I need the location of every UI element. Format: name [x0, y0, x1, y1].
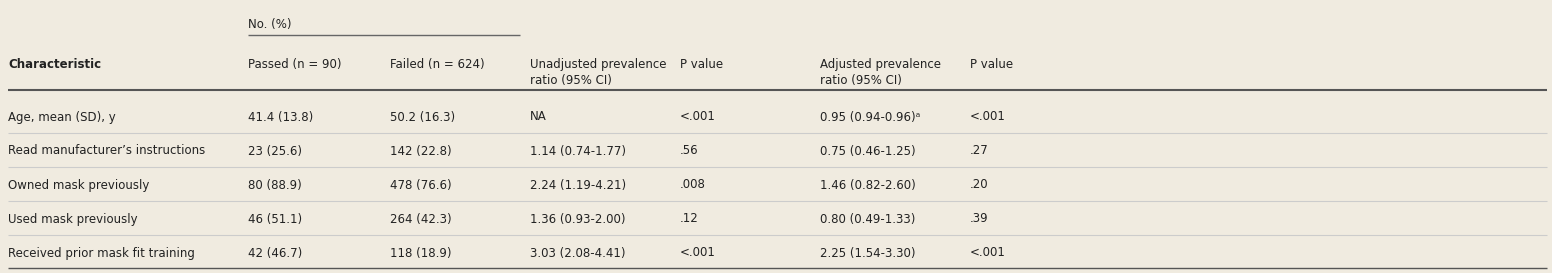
Text: 142 (22.8): 142 (22.8) [390, 144, 452, 158]
Text: Failed (n = 624): Failed (n = 624) [390, 58, 484, 71]
Text: .27: .27 [970, 144, 989, 158]
Text: 80 (88.9): 80 (88.9) [248, 179, 301, 191]
Text: Used mask previously: Used mask previously [8, 212, 138, 225]
Text: 0.95 (0.94-0.96)ᵃ: 0.95 (0.94-0.96)ᵃ [819, 111, 920, 123]
Text: 2.24 (1.19-4.21): 2.24 (1.19-4.21) [529, 179, 625, 191]
Text: Unadjusted prevalence
ratio (95% CI): Unadjusted prevalence ratio (95% CI) [529, 58, 666, 87]
Text: <.001: <.001 [680, 247, 715, 260]
Text: 1.46 (0.82-2.60): 1.46 (0.82-2.60) [819, 179, 916, 191]
Text: P value: P value [680, 58, 723, 71]
Text: <.001: <.001 [970, 247, 1006, 260]
Text: 1.14 (0.74-1.77): 1.14 (0.74-1.77) [529, 144, 625, 158]
Text: 46 (51.1): 46 (51.1) [248, 212, 303, 225]
Text: P value: P value [970, 58, 1013, 71]
Text: 1.36 (0.93-2.00): 1.36 (0.93-2.00) [529, 212, 625, 225]
Text: .008: .008 [680, 179, 706, 191]
Text: 50.2 (16.3): 50.2 (16.3) [390, 111, 455, 123]
Text: 264 (42.3): 264 (42.3) [390, 212, 452, 225]
Text: 478 (76.6): 478 (76.6) [390, 179, 452, 191]
Text: .12: .12 [680, 212, 698, 225]
Text: <.001: <.001 [970, 111, 1006, 123]
Text: 0.75 (0.46-1.25): 0.75 (0.46-1.25) [819, 144, 916, 158]
Text: 2.25 (1.54-3.30): 2.25 (1.54-3.30) [819, 247, 916, 260]
Text: .20: .20 [970, 179, 989, 191]
Text: .39: .39 [970, 212, 989, 225]
Text: Read manufacturer’s instructions: Read manufacturer’s instructions [8, 144, 205, 158]
Text: 42 (46.7): 42 (46.7) [248, 247, 303, 260]
Text: Characteristic: Characteristic [8, 58, 101, 71]
Text: 0.80 (0.49-1.33): 0.80 (0.49-1.33) [819, 212, 916, 225]
Text: Received prior mask fit training: Received prior mask fit training [8, 247, 196, 260]
Text: No. (%): No. (%) [248, 18, 292, 31]
Text: 118 (18.9): 118 (18.9) [390, 247, 452, 260]
Text: <.001: <.001 [680, 111, 715, 123]
Text: 41.4 (13.8): 41.4 (13.8) [248, 111, 314, 123]
Text: Passed (n = 90): Passed (n = 90) [248, 58, 341, 71]
Text: Owned mask previously: Owned mask previously [8, 179, 149, 191]
Text: .56: .56 [680, 144, 698, 158]
Text: Adjusted prevalence
ratio (95% CI): Adjusted prevalence ratio (95% CI) [819, 58, 941, 87]
Text: 3.03 (2.08-4.41): 3.03 (2.08-4.41) [529, 247, 625, 260]
Text: Age, mean (SD), y: Age, mean (SD), y [8, 111, 116, 123]
Text: 23 (25.6): 23 (25.6) [248, 144, 303, 158]
Text: NA: NA [529, 111, 546, 123]
